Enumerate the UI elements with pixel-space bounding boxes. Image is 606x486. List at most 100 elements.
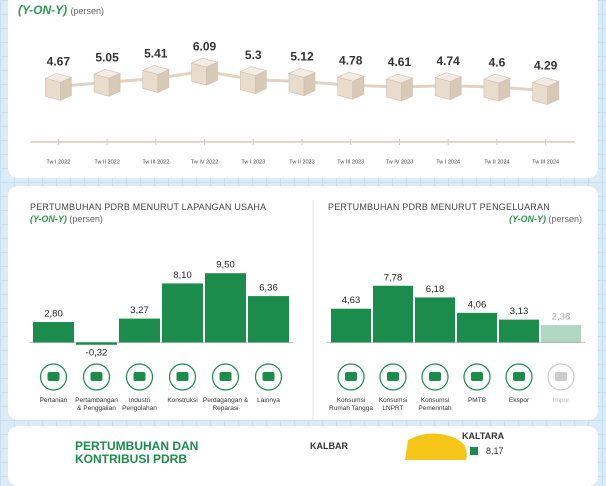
value-label: 9,50 xyxy=(216,260,235,271)
x-tick-label: Tw I 2023 xyxy=(241,159,265,165)
box xyxy=(191,62,207,86)
map-shape xyxy=(405,433,467,460)
box-side xyxy=(449,76,462,101)
value-label: 5.41 xyxy=(144,47,168,61)
region-label: KALBAR xyxy=(310,441,348,451)
x-tick-label: Pertanian xyxy=(39,397,68,404)
box-side xyxy=(60,76,72,101)
value-label: 6.09 xyxy=(193,39,217,53)
region-label: KALTARA xyxy=(462,431,505,441)
x-tick-label: Pertambangan & Penggalian xyxy=(75,397,118,412)
icon-glyph xyxy=(47,372,60,381)
value-label: 4.6 xyxy=(489,55,506,69)
value-label: 3,13 xyxy=(510,306,529,317)
icon-glyph xyxy=(471,372,483,381)
region-value: 8,17 xyxy=(486,446,504,456)
value-label: 6,36 xyxy=(259,283,278,294)
bar xyxy=(248,296,289,343)
box xyxy=(483,78,500,102)
x-tick-label: Ekspor xyxy=(508,397,530,404)
icon-glyph xyxy=(219,372,232,381)
box-side xyxy=(206,61,218,86)
icon-glyph xyxy=(513,372,525,381)
box-side xyxy=(352,75,365,100)
x-tick-label: Konsumsi Pemerintah xyxy=(418,397,452,412)
bar xyxy=(499,319,539,343)
chart-title: PERTUMBUHAN PDRB MENURUT PENGELUARAN xyxy=(328,202,550,212)
x-tick-label: Industri Pengolahan xyxy=(122,397,157,412)
x-tick-label: Tw III 2024 xyxy=(532,159,559,165)
x-tick-label: Tw I 2022 xyxy=(46,159,70,165)
subtitle: (Y-ON-Y) xyxy=(30,214,67,224)
x-tick-label: Tw IV 2023 xyxy=(386,159,414,165)
x-tick-label: PMTB xyxy=(467,397,487,404)
box-side xyxy=(157,68,170,93)
box-side xyxy=(108,72,121,97)
x-tick-label: Tw IV 2022 xyxy=(191,159,219,165)
icon-glyph xyxy=(429,372,441,381)
icon-glyph xyxy=(133,372,146,381)
icon-glyph xyxy=(555,372,567,381)
x-tick-label: Impor xyxy=(552,397,570,404)
box xyxy=(386,78,402,102)
top-subtitle: (Y-ON-Y) (persen) xyxy=(18,3,104,17)
value-label: 2,80 xyxy=(44,309,63,320)
box-side xyxy=(498,77,511,102)
icon-glyph xyxy=(176,372,189,381)
value-label: 5.3 xyxy=(245,48,262,62)
x-tick-label: Perdagangan & Reparasi xyxy=(202,397,249,412)
bar xyxy=(33,322,74,343)
x-tick-label: Tw III 2022 xyxy=(142,159,169,165)
legend-swatch xyxy=(470,447,478,455)
value-label: 4,06 xyxy=(468,299,487,310)
x-tick-label: Konsumsi Rumah Tangga xyxy=(329,397,373,412)
value-label: 4.67 xyxy=(47,55,71,69)
bar xyxy=(205,273,246,343)
value-label: 5.05 xyxy=(95,50,119,64)
value-label: 3,27 xyxy=(130,305,149,316)
bar xyxy=(331,308,371,343)
value-label: -0,32 xyxy=(86,347,108,358)
box xyxy=(239,71,256,95)
chart-title: PERTUMBUHAN PDRB MENURUT LAPANGAN USAHA xyxy=(30,202,267,212)
bar xyxy=(76,342,117,345)
x-tick-label: Konsumsi LNPRT xyxy=(378,397,408,412)
value-label: 4.74 xyxy=(437,54,461,68)
subtitle: (Y-ON-Y) xyxy=(509,214,546,224)
bar xyxy=(415,297,455,343)
box xyxy=(93,73,110,97)
box-side xyxy=(254,70,267,95)
bar xyxy=(162,283,203,343)
unit: (persen) xyxy=(69,214,103,224)
chart-subtitle: (Y-ON-Y) (persen) xyxy=(30,214,103,224)
icon-glyph xyxy=(90,372,103,381)
x-tick-label: Konstruksi xyxy=(167,397,198,404)
bar xyxy=(541,325,581,343)
box xyxy=(532,82,548,105)
bar xyxy=(119,318,160,343)
value-label: 4,63 xyxy=(342,295,361,306)
chart-subtitle: (Y-ON-Y) (persen) xyxy=(509,214,582,224)
unit: (persen) xyxy=(70,6,104,16)
box xyxy=(434,77,451,101)
value-label: 4.78 xyxy=(339,53,363,67)
box xyxy=(288,73,305,96)
value-label: 2,38 xyxy=(552,312,571,323)
value-label: 8,10 xyxy=(173,270,192,281)
box-side xyxy=(547,80,559,105)
x-tick-label: Tw II 2022 xyxy=(94,159,119,165)
value-label: 5.12 xyxy=(290,50,314,64)
icon-glyph xyxy=(387,372,399,381)
icon-glyph xyxy=(345,372,357,381)
subtitle: (Y-ON-Y) xyxy=(18,3,68,17)
footer-title: PERTUMBUHAN DAN KONTRIBUSI PDRB xyxy=(75,440,198,466)
bar xyxy=(457,312,497,343)
x-tick-label: Tw I 2024 xyxy=(436,159,460,165)
chart: 4.67 Tw I 2022 5.05 Tw II 2022 5.41 Tw III 20… xyxy=(29,39,585,460)
icon-glyph xyxy=(262,372,275,381)
x-tick-label: Tw II 2023 xyxy=(289,159,314,165)
value-label: 4.61 xyxy=(388,55,412,69)
bar xyxy=(373,285,413,343)
value-label: 4.29 xyxy=(534,59,558,73)
